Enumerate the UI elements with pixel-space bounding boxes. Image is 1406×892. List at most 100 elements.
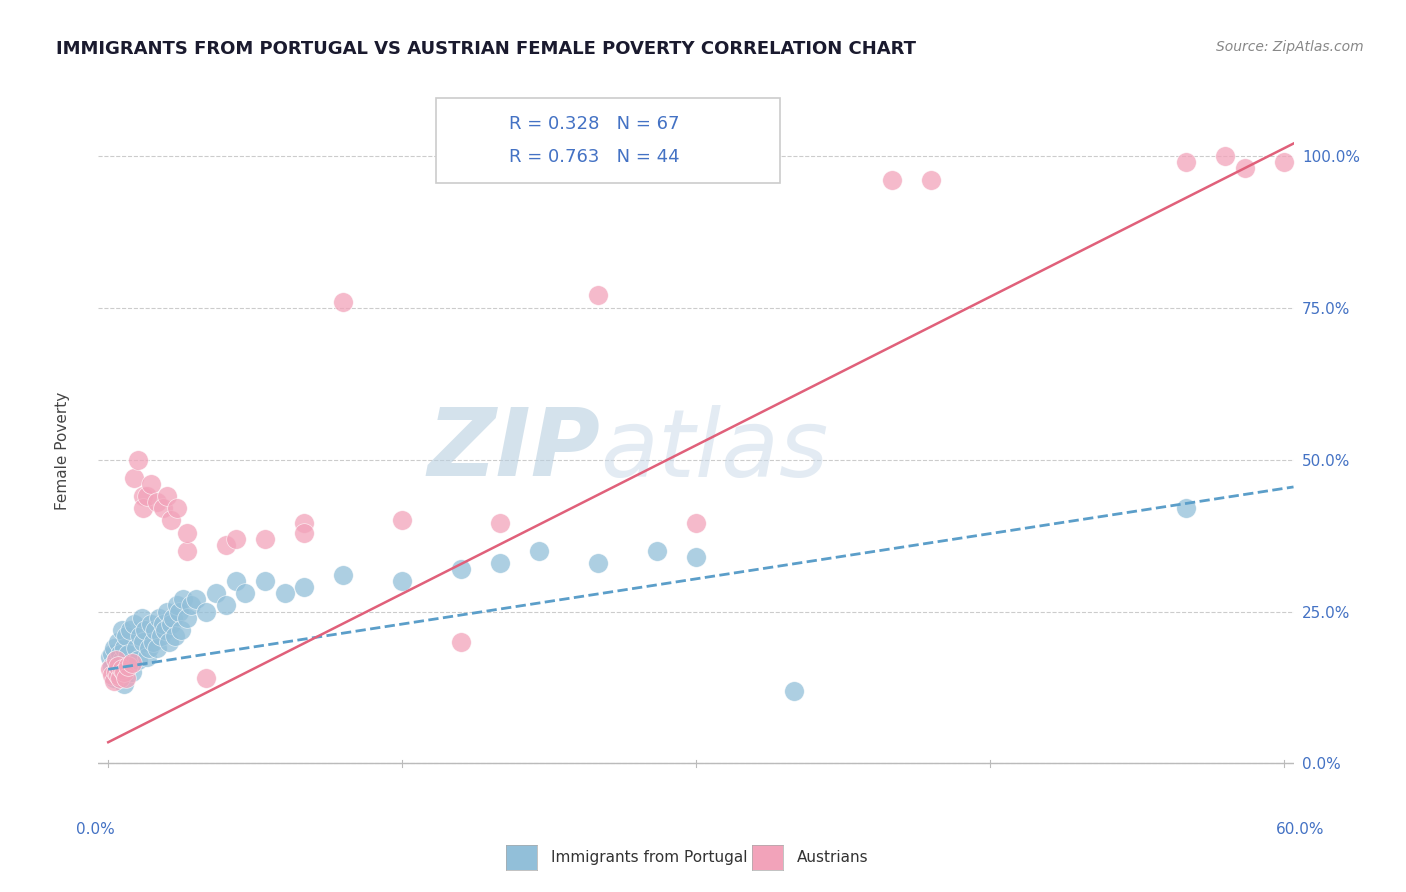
Text: atlas: atlas: [600, 405, 828, 496]
Point: [121, 656, 143, 670]
Text: R = 0.328   N = 67: R = 0.328 N = 67: [509, 115, 679, 133]
Point: [105, 665, 128, 680]
Point: [150, 629, 173, 643]
Point: [215, 599, 238, 613]
Point: [124, 640, 146, 655]
Text: R = 0.763   N = 44: R = 0.763 N = 44: [509, 148, 679, 166]
Point: [105, 665, 128, 680]
Text: 0.0%: 0.0%: [76, 822, 115, 837]
Point: [115, 672, 138, 686]
Point: [529, 543, 551, 558]
Point: [146, 495, 169, 509]
Point: [450, 635, 472, 649]
Text: Immigrants from Portugal: Immigrants from Portugal: [551, 850, 748, 864]
Point: [131, 610, 153, 624]
Point: [152, 501, 174, 516]
Point: [166, 599, 188, 613]
Point: [153, 623, 176, 637]
Point: [118, 623, 141, 637]
Point: [107, 668, 129, 682]
Point: [1174, 154, 1197, 169]
Point: [163, 629, 186, 643]
Y-axis label: Female Poverty: Female Poverty: [55, 392, 70, 509]
Point: [112, 640, 135, 655]
Point: [292, 516, 315, 531]
Point: [141, 616, 163, 631]
Point: [103, 672, 125, 686]
Point: [117, 659, 139, 673]
Point: [111, 662, 134, 676]
Point: [205, 586, 228, 600]
Point: [1213, 149, 1236, 163]
Point: [292, 580, 315, 594]
Point: [160, 513, 183, 527]
Point: [128, 629, 150, 643]
Point: [101, 659, 124, 673]
Point: [132, 501, 155, 516]
Point: [160, 616, 183, 631]
Point: [273, 586, 295, 600]
Point: [685, 516, 707, 531]
Point: [157, 635, 180, 649]
Point: [215, 538, 238, 552]
Point: [253, 532, 276, 546]
Point: [645, 543, 668, 558]
Point: [586, 288, 609, 302]
Point: [127, 653, 149, 667]
Point: [101, 668, 124, 682]
Point: [101, 647, 124, 661]
Point: [132, 635, 155, 649]
Point: [103, 640, 125, 655]
Point: [115, 629, 138, 643]
Point: [107, 659, 129, 673]
Point: [253, 574, 276, 589]
Point: [880, 173, 903, 187]
Point: [225, 532, 247, 546]
Point: [122, 616, 145, 631]
Point: [1174, 501, 1197, 516]
Point: [332, 568, 354, 582]
Point: [170, 623, 193, 637]
Point: [391, 513, 413, 527]
Point: [121, 665, 143, 680]
Point: [112, 677, 135, 691]
Point: [186, 592, 208, 607]
Point: [117, 647, 139, 661]
Point: [138, 640, 160, 655]
Point: [98, 650, 121, 665]
Point: [117, 656, 139, 670]
Point: [146, 640, 169, 655]
Point: [179, 599, 201, 613]
Point: [1233, 161, 1256, 175]
Point: [167, 605, 190, 619]
Point: [112, 665, 135, 680]
Point: [391, 574, 413, 589]
Point: [332, 294, 354, 309]
Point: [108, 672, 131, 686]
Text: Source: ZipAtlas.com: Source: ZipAtlas.com: [1216, 40, 1364, 54]
Text: Austrians: Austrians: [797, 850, 869, 864]
Text: ZIP: ZIP: [427, 404, 600, 497]
Point: [166, 501, 188, 516]
Point: [489, 556, 512, 570]
Point: [122, 471, 145, 485]
Point: [108, 672, 131, 686]
Point: [292, 525, 315, 540]
Point: [143, 623, 166, 637]
Point: [685, 549, 707, 564]
Point: [103, 674, 125, 689]
Point: [450, 562, 472, 576]
Point: [136, 489, 159, 503]
Point: [176, 543, 198, 558]
Point: [127, 452, 149, 467]
Point: [1272, 154, 1295, 169]
Point: [107, 659, 129, 673]
Point: [920, 173, 942, 187]
Point: [162, 610, 184, 624]
Point: [172, 592, 194, 607]
Point: [783, 683, 806, 698]
Point: [156, 605, 179, 619]
Point: [98, 662, 121, 676]
Point: [105, 653, 128, 667]
Point: [176, 525, 198, 540]
